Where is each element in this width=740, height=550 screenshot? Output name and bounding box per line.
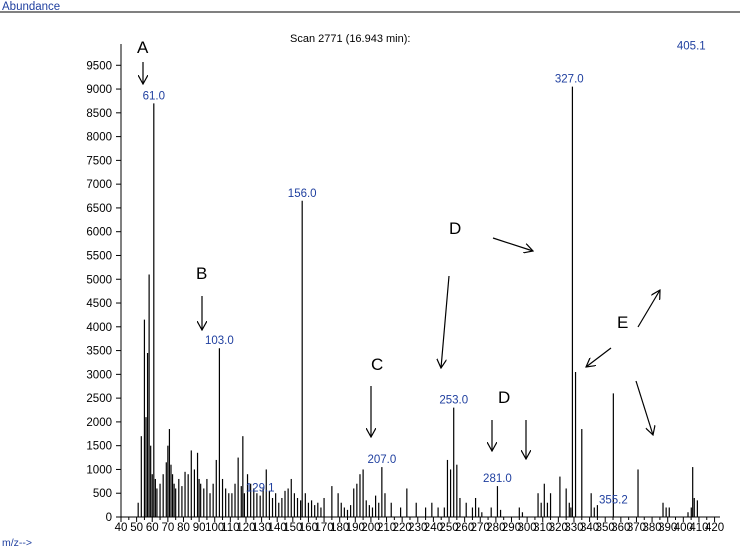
x-tick-label: 200 <box>361 522 380 534</box>
y-axis-label: Abundance <box>2 1 60 13</box>
arrow-d-right <box>492 237 533 251</box>
y-tick-label: 8500 <box>86 108 112 120</box>
x-tick-label: 360 <box>611 522 630 534</box>
y-tick-label: 2000 <box>86 417 112 429</box>
x-tick-label: 340 <box>580 522 599 534</box>
peak-label: 405.1 <box>677 40 706 52</box>
annotation-c: C <box>371 355 383 374</box>
x-tick-label: 400 <box>674 522 693 534</box>
x-tick-label: 320 <box>549 522 568 534</box>
x-tick-label: 180 <box>330 522 349 534</box>
x-tick-label: 50 <box>130 522 143 534</box>
y-axis-ticks: 0 500 1000 1500 2000 2500 3000 3500 4000 4500 5000… <box>86 60 121 524</box>
x-tick-label: 250 <box>439 522 458 534</box>
x-tick-label: 100 <box>205 522 224 534</box>
x-tick-label: 90 <box>193 522 206 534</box>
x-axis-label: m/z--> <box>2 537 32 549</box>
y-tick-label: 5000 <box>86 274 112 286</box>
x-tick-label: 330 <box>564 522 583 534</box>
peak-label: 281.0 <box>483 473 512 485</box>
x-tick-label: 290 <box>502 522 521 534</box>
x-tick-label: 300 <box>518 522 537 534</box>
y-tick-label: 500 <box>93 488 112 500</box>
annotation-a: A <box>137 38 149 57</box>
x-tick-label: 210 <box>377 522 396 534</box>
y-tick-label: 2500 <box>86 393 112 405</box>
y-tick-label: 1500 <box>86 441 112 453</box>
y-tick-label: 4000 <box>86 322 112 334</box>
peak-label: 355.2 <box>599 494 628 506</box>
y-tick-label: 6500 <box>86 203 112 215</box>
x-tick-label: 70 <box>161 522 174 534</box>
annotation-d-upper: D <box>449 219 461 238</box>
x-tick-label: 310 <box>533 522 552 534</box>
chart-title: Scan 2771 (16.943 min): <box>290 33 410 45</box>
y-tick-label: 7000 <box>86 179 112 191</box>
x-tick-label: 420 <box>705 522 724 534</box>
x-tick-label: 150 <box>283 522 302 534</box>
peak-label: 207.0 <box>367 454 396 466</box>
annotation-d-lower: D <box>498 388 510 407</box>
arrow-d-down <box>441 275 450 368</box>
y-tick-label: 5500 <box>86 250 112 262</box>
x-tick-label: 230 <box>408 522 427 534</box>
x-tick-label: 350 <box>596 522 615 534</box>
y-tick-label: 4500 <box>86 298 112 310</box>
y-tick-label: 6000 <box>86 227 112 239</box>
x-tick-label: 270 <box>471 522 490 534</box>
annotation-b: B <box>196 264 207 283</box>
x-tick-label: 40 <box>115 522 128 534</box>
peak-label: 103.0 <box>205 335 234 347</box>
x-tick-label: 410 <box>689 522 708 534</box>
x-tick-label: 370 <box>627 522 646 534</box>
x-tick-label: 260 <box>455 522 474 534</box>
x-tick-label: 220 <box>393 522 412 534</box>
y-tick-label: 9000 <box>86 84 112 96</box>
x-tick-label: 140 <box>268 522 287 534</box>
y-tick-label: 3000 <box>86 369 112 381</box>
peak-label: 253.0 <box>439 395 468 407</box>
x-tick-label: 80 <box>177 522 190 534</box>
y-tick-label: 3500 <box>86 346 112 358</box>
peak-label: 327.0 <box>555 74 584 86</box>
x-tick-label: 120 <box>236 522 255 534</box>
x-tick-label: 380 <box>642 522 661 534</box>
x-tick-label: 240 <box>424 522 443 534</box>
y-tick-label: 7500 <box>86 155 112 167</box>
y-tick-label: 1000 <box>86 464 112 476</box>
annotation-arrows <box>143 62 660 459</box>
arrow-e-lower <box>635 380 653 435</box>
peak-label: 61.0 <box>143 90 165 102</box>
x-tick-label: 170 <box>314 522 333 534</box>
arrow-e-left <box>586 347 612 367</box>
x-tick-label: 130 <box>252 522 271 534</box>
spectrum-bars <box>137 86 698 517</box>
x-axis-ticks: 40 50 60 70 80 90 1001101201301401501601701801… <box>115 517 724 534</box>
y-tick-label: 0 <box>106 512 112 524</box>
peak-label: 156.0 <box>288 188 317 200</box>
y-tick-label: 8000 <box>86 132 112 144</box>
arrow-e-upper <box>637 290 660 328</box>
x-tick-label: 110 <box>221 522 239 534</box>
x-tick-label: 160 <box>299 522 318 534</box>
y-tick-label: 9500 <box>86 60 112 72</box>
peak-labels: 61.0 103.0 129.1 156.0 207.0 253.0 281.0 327.0 3… <box>143 40 706 506</box>
peak-label: 129.1 <box>246 483 275 495</box>
annotation-e: E <box>617 313 628 332</box>
x-tick-label: 390 <box>658 522 677 534</box>
x-tick-label: 60 <box>146 522 159 534</box>
x-tick-label: 190 <box>346 522 365 534</box>
x-tick-label: 280 <box>486 522 505 534</box>
